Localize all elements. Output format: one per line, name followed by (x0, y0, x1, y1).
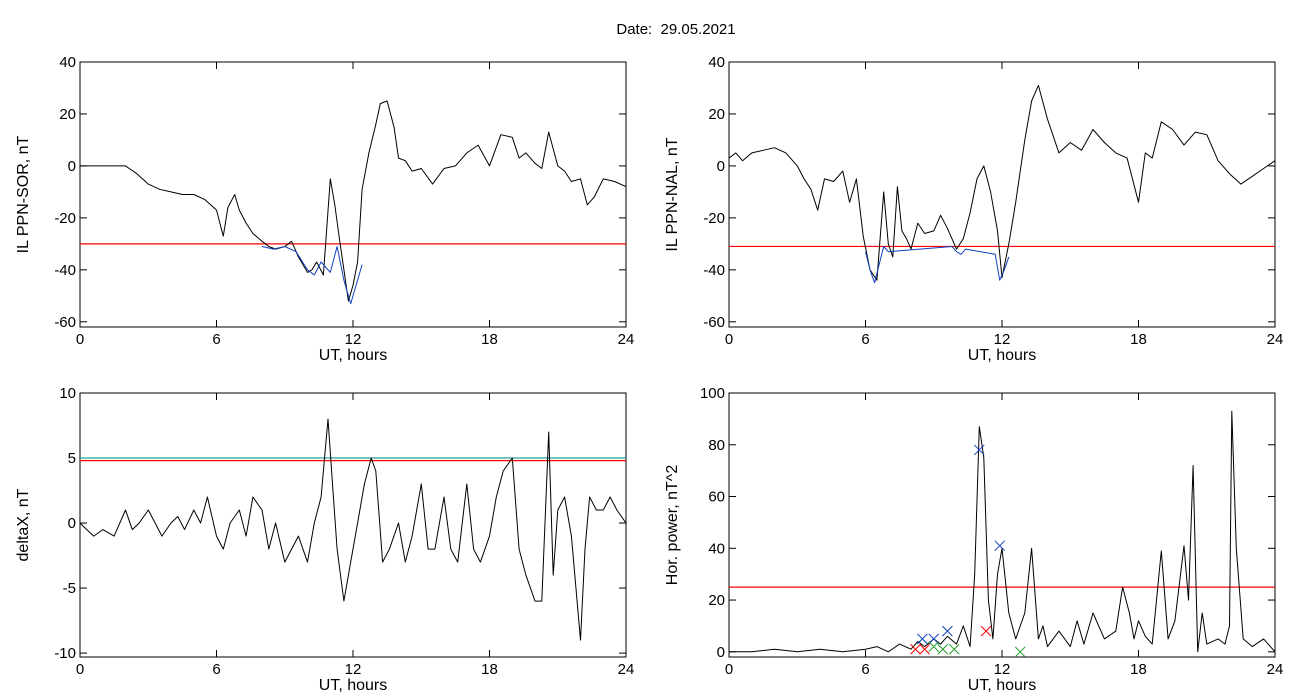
nal-x-tick-label: 6 (861, 331, 869, 348)
power-x-tick-label: 12 (994, 661, 1011, 678)
deltax-y-tick-label: 10 (59, 385, 76, 402)
deltax-series-line-0 (80, 418, 626, 641)
sor-x-tick-label: 6 (212, 331, 220, 348)
power-x-tick-label: 0 (725, 661, 733, 678)
sor-y-axis-title: IL PPN-SOR, nT (15, 135, 32, 253)
nal-y-tick-label: -40 (703, 262, 725, 279)
power-y-axis-title: Hor. power, nT^2 (664, 465, 681, 586)
sor-y-tick-label: -60 (54, 314, 76, 331)
deltax-x-tick-label: 24 (618, 661, 635, 678)
sor-x-tick-label: 18 (481, 331, 498, 348)
power-x-marker (1014, 646, 1026, 657)
power-series-line-0 (729, 410, 1275, 653)
nal-panel: 0 6 12 18 24 40 20 0 -20 -40 -60 UT, hours IL PPN-NA… (664, 54, 1283, 364)
power-x-marker (919, 643, 931, 655)
power-x-marker (910, 643, 921, 655)
nal-y-axis-title: IL PPN-NAL, nT (664, 137, 681, 251)
deltax-y-tick-label: 0 (68, 515, 76, 532)
date-label: Date: 29.05.2021 (616, 21, 735, 38)
sor-x-tick-label: 24 (618, 331, 635, 348)
nal-plot-area (729, 84, 1275, 284)
sor-x-tick-label: 12 (345, 331, 362, 348)
power-y-tick-label: 0 (717, 644, 725, 661)
power-plot-area (729, 410, 1275, 657)
deltax-y-tick-label: -10 (54, 645, 76, 662)
power-x-marker (980, 625, 992, 637)
power-y-tick-label: 40 (708, 540, 725, 557)
power-x-marker (942, 625, 953, 637)
nal-y-tick-label: 0 (717, 158, 725, 175)
chart-panels: 0 6 12 18 24 40 20 0 -20 -40 -60 UT, hours IL PPN-SO… (15, 54, 1283, 694)
deltax-y-tick-label: 5 (68, 450, 76, 467)
sor-y-tick-label: 0 (68, 158, 76, 175)
sor-series-line-1 (261, 246, 363, 305)
sor-y-tick-label: -20 (54, 210, 76, 227)
nal-y-tick-label: 40 (708, 54, 725, 71)
power-x-tick-label: 24 (1267, 661, 1284, 678)
power-x-marker (928, 633, 940, 645)
sor-x-tick-label: 0 (76, 331, 84, 348)
deltax-y-axis-title: deltaX, nT (15, 488, 32, 561)
nal-x-tick-label: 24 (1267, 331, 1284, 348)
power-x-marker (994, 540, 1006, 552)
sor-series-line-0 (80, 100, 626, 302)
sor-plot-area (80, 100, 626, 305)
sor-y-tick-label: 40 (59, 54, 76, 71)
deltax-y-tick-label: -5 (63, 580, 76, 597)
nal-x-tick-label: 18 (1130, 331, 1147, 348)
power-x-marker (948, 643, 960, 655)
deltax-plot-area (80, 418, 626, 641)
nal-y-tick-label: -60 (703, 314, 725, 331)
nal-series-line-0 (729, 84, 1275, 281)
nal-y-tick-label: -20 (703, 210, 725, 227)
nal-plot-frame (728, 61, 1276, 328)
power-y-tick-label: 60 (708, 489, 725, 506)
deltax-x-tick-label: 6 (212, 661, 220, 678)
deltax-plot-frame (79, 392, 627, 658)
power-y-tick-label: 80 (708, 437, 725, 454)
deltax-x-tick-label: 18 (481, 661, 498, 678)
deltax-x-tick-label: 0 (76, 661, 84, 678)
power-x-axis-title: UT, hours (968, 677, 1036, 694)
power-panel: 0 6 12 18 24 100 80 60 40 20 0 UT, hours Hor. power,… (664, 385, 1283, 694)
nal-x-tick-label: 0 (725, 331, 733, 348)
sor-y-tick-label: 20 (59, 106, 76, 123)
nal-y-tick-label: 20 (708, 106, 725, 123)
power-x-marker (928, 641, 940, 653)
power-plot-frame (728, 392, 1276, 658)
sor-x-axis-title: UT, hours (319, 347, 387, 364)
power-x-marker (973, 444, 985, 456)
sor-panel: 0 6 12 18 24 40 20 0 -20 -40 -60 UT, hours IL PPN-SO… (15, 54, 634, 364)
sor-y-tick-label: -40 (54, 262, 76, 279)
power-y-tick-label: 20 (708, 592, 725, 609)
deltax-x-axis-title: UT, hours (319, 677, 387, 694)
nal-x-axis-title: UT, hours (968, 347, 1036, 364)
sor-plot-frame (79, 61, 627, 328)
power-x-tick-label: 6 (861, 661, 869, 678)
power-x-tick-label: 18 (1130, 661, 1147, 678)
power-y-tick-label: 100 (700, 385, 725, 402)
power-x-marker (937, 643, 949, 655)
power-x-marker (917, 633, 928, 645)
nal-series-line-1 (865, 246, 1010, 284)
nal-x-tick-label: 12 (994, 331, 1011, 348)
deltax-x-tick-label: 12 (345, 661, 362, 678)
deltax-panel: 0 6 12 18 24 10 5 0 -5 -10 UT, hours deltaX, nT (15, 385, 634, 694)
